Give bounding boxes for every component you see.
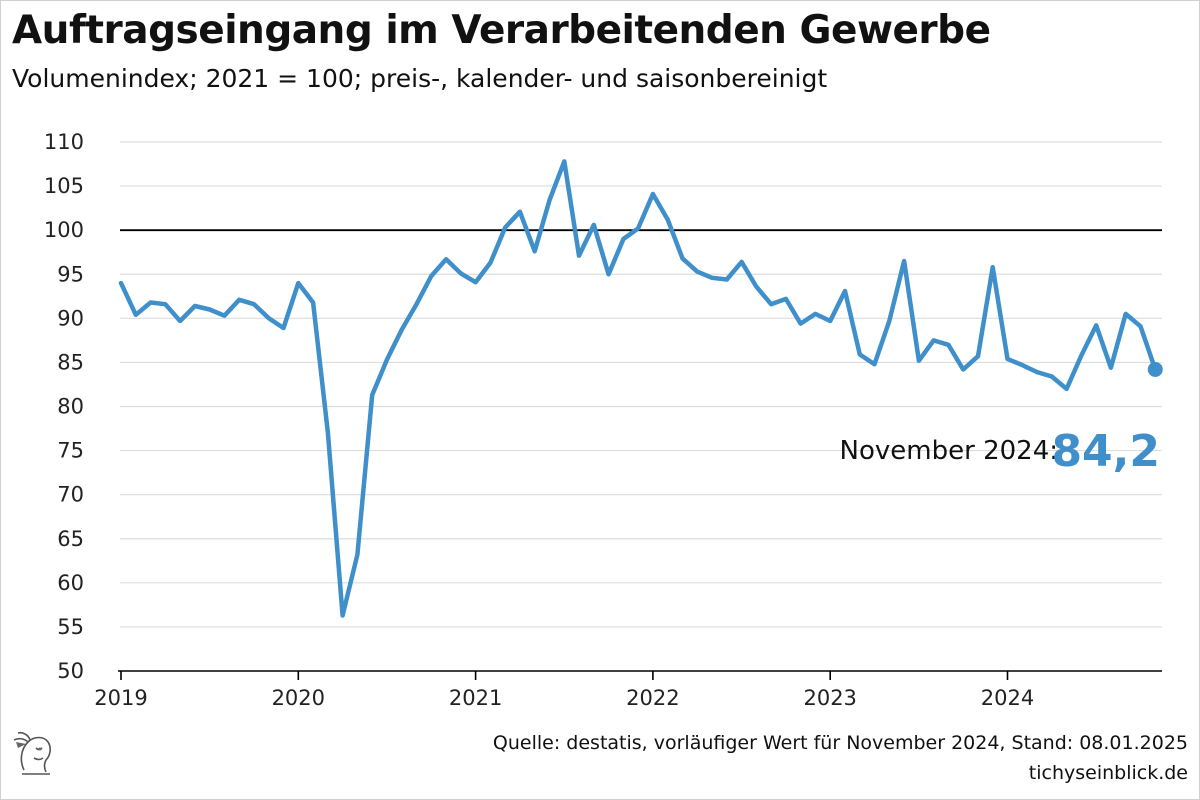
- y-tick-label-80: 80: [57, 395, 84, 419]
- y-tick-label-55: 55: [57, 615, 84, 639]
- y-tick-label-50: 50: [57, 659, 84, 683]
- y-axis-ticks: 50 55 60 65 70 75 80 85 90 95 100 105 110: [44, 130, 84, 683]
- series-layer: [118, 159, 1163, 618]
- last-value-annotation: November 2024:84,2: [840, 426, 1160, 477]
- y-tick-label-70: 70: [57, 483, 84, 507]
- x-axis: 2019 2020 2021 2022 2023 2024: [94, 670, 1162, 710]
- annotation-value: 84,2: [1051, 426, 1160, 477]
- source-note: Quelle: destatis, vorläufiger Wert für N…: [492, 732, 1188, 754]
- x-tick-label-2020: 2020: [272, 686, 325, 710]
- y-tick-label-95: 95: [57, 262, 84, 286]
- x-tick-label-2019: 2019: [94, 686, 147, 710]
- y-tick-label-110: 110: [44, 130, 84, 154]
- y-tick-label-75: 75: [57, 439, 84, 463]
- y-tick-label-65: 65: [57, 527, 84, 551]
- mercury-head-logo: [13, 731, 51, 775]
- site-credit: tichyseinblick.de: [1028, 762, 1188, 784]
- y-tick-label-60: 60: [57, 571, 84, 595]
- x-tick-label-2024: 2024: [981, 686, 1034, 710]
- y-tick-label-85: 85: [57, 350, 84, 374]
- last-point-marker: [1147, 361, 1163, 377]
- y-tick-label-100: 100: [44, 218, 84, 242]
- y-tick-label-105: 105: [44, 174, 84, 198]
- gridlines: [120, 141, 1162, 628]
- chart-title: Auftragseingang im Verarbeitenden Gewerb…: [12, 8, 991, 53]
- series-line: [118, 159, 1158, 618]
- annotation-label: November 2024:: [840, 436, 1058, 466]
- x-tick-label-2021: 2021: [449, 686, 502, 710]
- chart-subtitle: Volumenindex; 2021 = 100; preis-, kalend…: [12, 64, 828, 93]
- y-tick-label-90: 90: [57, 306, 84, 330]
- x-tick-label-2023: 2023: [803, 686, 856, 710]
- x-tick-label-2022: 2022: [626, 686, 679, 710]
